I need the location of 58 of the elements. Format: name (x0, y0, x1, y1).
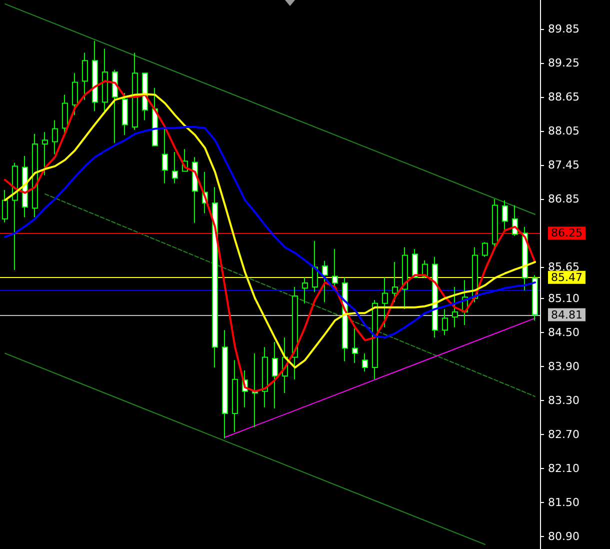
candlestick (162, 128, 168, 184)
candlestick (332, 248, 338, 288)
y-tick-label: 89.85 (548, 22, 580, 36)
candlestick (142, 72, 148, 121)
candlestick (232, 360, 238, 433)
candlestick (252, 352, 258, 428)
candlestick (442, 308, 448, 336)
candlestick (82, 52, 88, 100)
candlestick (92, 40, 98, 112)
y-tick-label: 88.65 (548, 90, 580, 104)
y-tick-label: 80.90 (548, 530, 580, 544)
candlestick (492, 198, 498, 248)
candlestick (432, 256, 438, 338)
ref-line-label: 84.81 (551, 308, 582, 322)
candlestick (32, 133, 38, 218)
ref-line-label: 85.47 (551, 270, 582, 284)
candlestick (402, 246, 408, 310)
candlestick (382, 276, 388, 328)
candlestick (62, 94, 68, 136)
ref-line-label: 86.25 (551, 226, 582, 240)
candlestick (372, 300, 378, 380)
candlestick (122, 92, 128, 136)
candlestick (222, 330, 228, 439)
candlestick (72, 72, 78, 116)
candlestick (502, 200, 508, 231)
candlestick (412, 248, 418, 278)
candlestick (272, 341, 278, 409)
candlestick (312, 240, 318, 293)
candlestick (532, 274, 538, 321)
candlestick (302, 276, 308, 304)
candlestick (322, 260, 328, 303)
candlestick (262, 346, 268, 408)
y-tick-label: 81.50 (548, 496, 580, 509)
line-series (4, 126, 536, 338)
candlestick (112, 69, 118, 144)
candlestick (102, 48, 108, 112)
y-tick-label: 89.25 (548, 56, 580, 70)
y-tick-label: 82.70 (548, 428, 580, 441)
candlestick (52, 120, 58, 155)
candlestick (392, 262, 398, 303)
candlestick (42, 132, 48, 176)
y-tick-label: 83.30 (548, 394, 580, 407)
y-tick-label: 82.10 (548, 462, 580, 475)
y-tick-label: 85.10 (548, 292, 580, 305)
candlestick (352, 328, 358, 364)
candlestick (172, 151, 178, 184)
candlestick (292, 286, 298, 380)
candlestick (482, 242, 488, 258)
candlestick (212, 186, 218, 368)
y-tick-label: 84.50 (548, 326, 580, 339)
candlestick (12, 162, 18, 270)
y-tick-label: 87.45 (548, 158, 580, 172)
candlestick (452, 286, 458, 328)
candlestick (362, 352, 368, 372)
candlestick (132, 52, 138, 130)
y-tick-label: 88.05 (548, 124, 580, 138)
y-tick-label: 86.85 (548, 192, 580, 206)
y-tick-label: 83.90 (548, 360, 580, 373)
